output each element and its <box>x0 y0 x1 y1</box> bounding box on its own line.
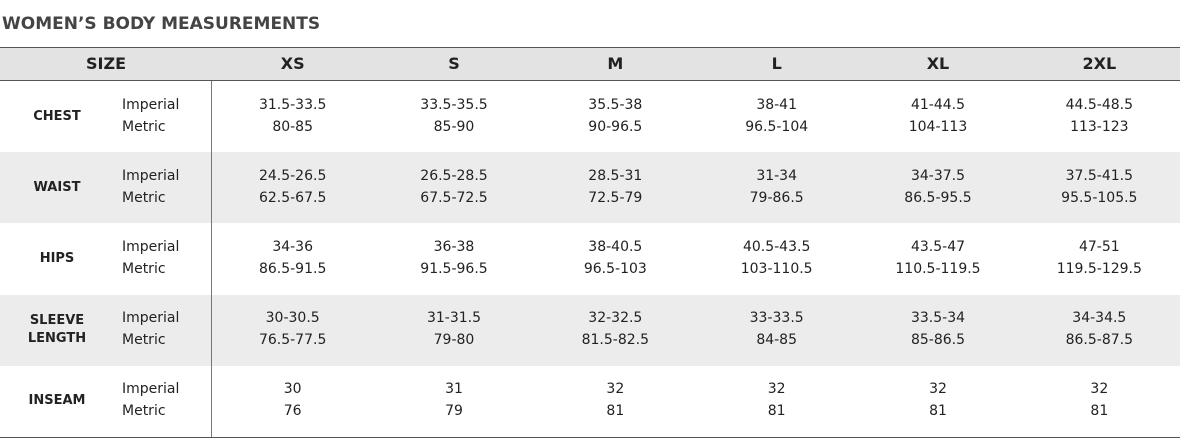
imperial-value: 34-34.5 <box>1072 310 1127 327</box>
metric-value: 81 <box>1090 403 1109 420</box>
metric-value: 81 <box>767 403 786 420</box>
table-row <box>0 294 1180 366</box>
metric-value: 90-96.5 <box>588 118 643 135</box>
imperial-value: 32-32.5 <box>588 310 643 327</box>
imperial-value: 38-40.5 <box>588 239 643 255</box>
row-label: SLEEVE LENGTH <box>27 313 87 347</box>
imperial-value: 31-31.5 <box>426 310 482 327</box>
imperial-value: 31 <box>445 381 463 398</box>
size-label: XL <box>926 54 950 73</box>
metric-value: 96.5-104 <box>745 118 809 135</box>
imperial-value: 33.5-35.5 <box>420 96 488 113</box>
unit-label: Imperial <box>122 239 180 255</box>
imperial-value: 34-36 <box>272 239 313 255</box>
imperial-value: 24.5-26.5 <box>258 167 327 184</box>
metric-value: 84-85 <box>756 332 797 349</box>
metric-value: 91.5-96.5 <box>420 261 488 277</box>
metric-value: 96.5-103 <box>583 261 647 277</box>
size-label: XS <box>280 54 305 73</box>
metric-value: 85-90 <box>433 118 475 135</box>
unit-label: Metric <box>122 332 166 349</box>
imperial-value: 35.5-38 <box>588 96 643 113</box>
row-label: CHEST <box>33 108 81 124</box>
column-divider <box>211 81 212 437</box>
metric-value: 104-113 <box>908 118 968 135</box>
unit-label: Imperial <box>122 96 180 113</box>
metric-value: 86.5-87.5 <box>1065 332 1134 349</box>
imperial-value: 32 <box>767 381 786 398</box>
imperial-value: 30 <box>283 381 302 398</box>
imperial-value: 32 <box>606 381 625 398</box>
metric-value: 85-86.5 <box>910 332 966 349</box>
unit-label: Imperial <box>122 381 180 398</box>
imperial-value: 33-33.5 <box>749 310 804 327</box>
size-label: S <box>448 54 460 73</box>
imperial-value: 30-30.5 <box>265 310 320 327</box>
table-row <box>0 152 1180 224</box>
imperial-value: 43.5-47 <box>910 239 966 255</box>
imperial-value: 32 <box>929 381 947 398</box>
unit-label: Metric <box>122 189 166 206</box>
imperial-value: 31.5-33.5 <box>258 96 327 113</box>
imperial-value: 47-51 <box>1078 239 1120 255</box>
bottom-border <box>0 437 1180 438</box>
metric-value: 79-80 <box>433 332 475 349</box>
unit-label: Metric <box>122 403 166 420</box>
metric-value: 76 <box>283 403 302 420</box>
row-label: WAIST <box>33 179 81 195</box>
imperial-value: 32 <box>1090 381 1109 398</box>
metric-value: 113-123 <box>1070 118 1129 135</box>
metric-value: 86.5-91.5 <box>258 261 327 277</box>
imperial-value: 28.5-31 <box>588 167 643 184</box>
unit-label: Imperial <box>122 167 180 184</box>
imperial-value: 40.5-43.5 <box>742 239 811 255</box>
metric-value: 81 <box>929 403 947 420</box>
imperial-value: 34-37.5 <box>910 167 966 184</box>
imperial-value: 36-38 <box>433 239 475 255</box>
metric-value: 67.5-72.5 <box>420 189 488 206</box>
size-label: M <box>607 54 624 73</box>
header-bar <box>0 47 1180 81</box>
unit-label: Metric <box>122 261 166 277</box>
imperial-value: 41-44.5 <box>910 96 966 113</box>
metric-value: 79 <box>445 403 463 420</box>
metric-value: 79-86.5 <box>749 189 804 206</box>
imperial-value: 33.5-34 <box>910 310 966 327</box>
imperial-value: 44.5-48.5 <box>1065 96 1134 113</box>
metric-value: 81.5-82.5 <box>581 332 650 349</box>
imperial-value: 37.5-41.5 <box>1065 167 1134 184</box>
metric-value: 110.5-119.5 <box>895 261 981 277</box>
metric-value: 86.5-95.5 <box>904 189 972 206</box>
metric-value: 81 <box>606 403 625 420</box>
metric-value: 80-85 <box>272 118 313 135</box>
size-label: 2XL <box>1082 54 1117 73</box>
imperial-value: 26.5-28.5 <box>420 167 488 184</box>
title: WOMEN’S BODY MEASUREMENTS <box>2 14 321 34</box>
imperial-value: 38-41 <box>756 96 797 113</box>
metric-value: 95.5-105.5 <box>1061 189 1138 206</box>
metric-value: 62.5-67.5 <box>258 189 327 206</box>
row-label: INSEAM <box>28 393 86 409</box>
row-label: HIPS <box>39 250 75 266</box>
imperial-value: 31-34 <box>756 167 797 184</box>
unit-label: Imperial <box>122 310 180 327</box>
unit-label: Metric <box>122 118 166 135</box>
size-header: SIZE <box>85 54 126 73</box>
metric-value: 76.5-77.5 <box>258 332 327 349</box>
metric-value: 119.5-129.5 <box>1056 261 1142 277</box>
size-label: L <box>771 54 782 73</box>
metric-value: 103-110.5 <box>740 261 813 277</box>
metric-value: 72.5-79 <box>588 189 643 206</box>
